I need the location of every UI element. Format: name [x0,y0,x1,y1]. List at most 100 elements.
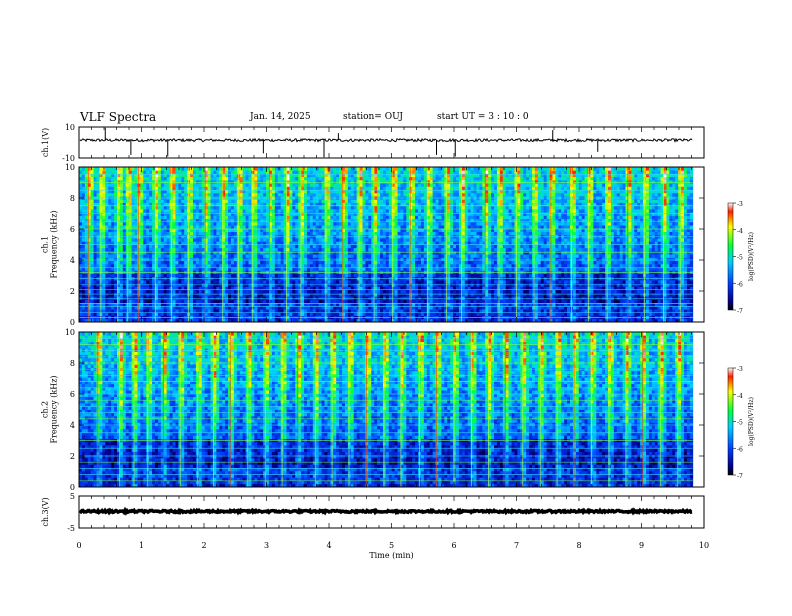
ch1-spec-cell [272,232,275,236]
ch1-spec-cell [365,222,368,226]
ch1-spec-cell [140,177,143,181]
ch1-spec-cell [202,232,205,236]
ch1-spec-cell [225,173,228,177]
ch1-spec-cell [216,219,219,223]
ch1-spec-cell [254,177,257,181]
ch1-spec-cell [108,296,111,300]
ch1-spec-cell [246,251,249,255]
ch1-spec-cell [295,299,298,303]
ch1-spec-cell [257,248,260,252]
ch1-spec-cell [108,238,111,242]
ch1-spec-cell [94,183,97,187]
ch1-spec-cell [129,251,132,255]
ch1-spec-cell [225,186,228,190]
ch1-spec-cell [213,199,216,203]
ch1-spec-cell [187,177,190,181]
ch1-spec-cell [211,199,214,203]
ch1-spec-cell [345,251,348,255]
ch1-spec-cell [225,274,228,278]
ch1-spec-cell [135,225,138,229]
ch1-spec-cell [240,238,243,242]
ch1-spec-cell [260,215,263,219]
ch1-spec-cell [190,186,193,190]
ch1-spec-cell [249,180,252,184]
ch1-spec-cell [94,222,97,226]
ch1-spec-cell [120,296,123,300]
ch1-spec-cell [94,274,97,278]
ch1-spec-cell [304,177,307,181]
ch1-spec-cell [149,173,152,177]
ch1-spec-cell [313,264,316,268]
ch1-spec-cell [319,173,322,177]
ch1-spec-cell [266,209,269,213]
ch1-spec-cell [310,257,313,261]
ch1-spec-cell [360,219,363,223]
ch1-spec-cell [123,238,126,242]
ch1-spec-cell [213,251,216,255]
ch1-spec-cell [348,193,351,197]
ch1-spec-cell [368,183,371,187]
ch1-spec-cell [94,251,97,255]
ch1-spec-cell [196,274,199,278]
ch1-spec-cell [114,261,117,265]
ch1-spec-cell [260,280,263,284]
ch1-spec-cell [292,290,295,294]
ch1-spec-cell [339,177,342,181]
ch1-spec-cell [333,193,336,197]
ch1-spec-cell [105,248,108,252]
ch1-spec-cell [178,222,181,226]
ch1-spec-cell [219,173,222,177]
ch1-spec-cell [108,254,111,258]
ch1-spec-cell [219,251,222,255]
ch1-spec-cell [319,261,322,265]
ch1-spec-cell [281,257,284,261]
ch1-spec-cell [357,299,360,303]
ch1-spec-cell [254,219,257,223]
ch1-spec-cell [263,280,266,284]
ch1-spec-cell [281,193,284,197]
ch1-spec-cell [333,212,336,216]
ch1-spec-cell [102,232,105,236]
ch1-spec-cell [85,177,88,181]
ch1-spec-cell [249,183,252,187]
ch1-trace [80,139,692,142]
ch1-spec-cell [263,167,266,171]
ch1-spec-cell [181,177,184,181]
ch1-spec-cell [243,219,246,223]
ch1-spec-cell [102,209,105,213]
ch1-spec-cell [234,299,237,303]
ch1-spec-cell [91,180,94,184]
ch1-spec-cell [120,206,123,210]
ch1-spec-cell [313,183,316,187]
ch1-spec-cell [348,254,351,258]
ch1-spec-cell [240,261,243,265]
ch1-spec-cell [114,251,117,255]
ch1-spec-cell [82,180,85,184]
ch1-spec-cell [278,167,281,171]
ch1-spec-cell [94,290,97,294]
ch1-spec-cell [202,212,205,216]
ch1-spec-cell [190,274,193,278]
ch1-spec-cell [327,309,330,313]
ch1-spec-cell [140,248,143,252]
ch1-spec-cell [368,274,371,278]
ch1-spec-cell [111,254,114,258]
ch1-spec-cell [211,290,214,294]
ch1-spec-cell [354,186,357,190]
ch1-spec-cell [330,274,333,278]
ch1-spec-cell [327,199,330,203]
ch1-spec-cell [336,245,339,249]
ch1-spec-cell [202,296,205,300]
ch1-spec-cell [310,209,313,213]
ch1-spec-cell [281,225,284,229]
ch1-spec-cell [234,280,237,284]
ch1-spec-cell [287,290,290,294]
ch1-spec-cell [307,264,310,268]
ch1-spec-cell [260,222,263,226]
ch1-spec-cell [345,222,348,226]
ch1-spec-cell [228,293,231,297]
ch1-spec-cell [187,274,190,278]
ch1-spec-cell [225,222,228,226]
ch1-spec-cell [263,251,266,255]
ch1-spec-cell [310,183,313,187]
